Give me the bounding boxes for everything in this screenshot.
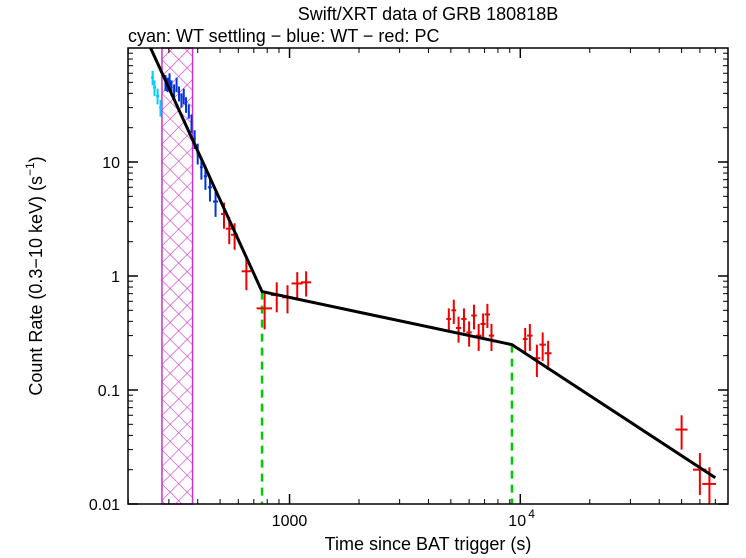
chart-subtitle: cyan: WT settling − blue: WT − red: PC (128, 26, 439, 46)
y-tick-label: 0.01 (89, 497, 120, 514)
x-tick-label: 1000 (272, 513, 308, 530)
chart-title: Swift/XRT data of GRB 180818B (298, 4, 558, 24)
x-tick-label: 10 (508, 513, 526, 530)
y-axis-label: Count Rate (0.3−10 keV) (s−1) (23, 156, 46, 395)
y-tick-label: 10 (102, 155, 120, 172)
chart-svg: 10001040.010.1110Time since BAT trigger … (0, 0, 746, 558)
x-tick-label-sup: 4 (528, 507, 535, 521)
x-axis-label: Time since BAT trigger (s) (325, 534, 532, 554)
xrt-lightcurve-chart: 10001040.010.1110Time since BAT trigger … (0, 0, 746, 558)
y-tick-label: 0.1 (98, 383, 120, 400)
y-tick-label: 1 (111, 269, 120, 286)
